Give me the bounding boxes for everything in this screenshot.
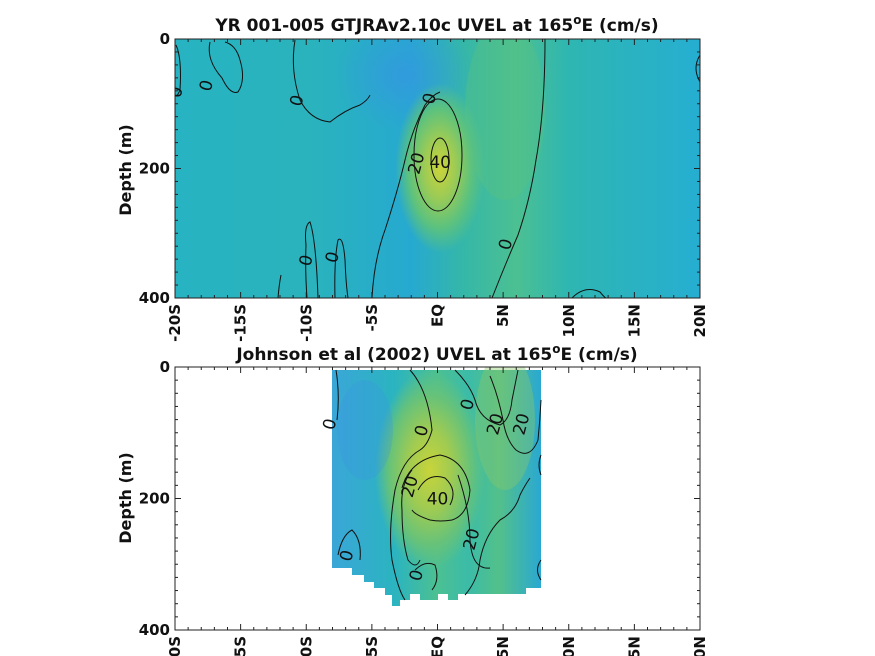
x-tick-label: 15N <box>625 636 643 656</box>
contour-label: 0 <box>411 423 433 439</box>
top-contour-0 <box>371 91 441 298</box>
contour-label: 0 <box>495 237 517 253</box>
bottom-contour-0 <box>414 562 438 591</box>
contour-label: 0 <box>286 93 308 109</box>
bottom-contour-0 <box>390 369 433 601</box>
y-tick-label: 400 <box>139 289 170 307</box>
x-tick-label: 15N <box>625 304 643 337</box>
x-tick-label: -20S <box>166 304 184 342</box>
top-contour-0 <box>334 238 349 298</box>
bottom-contour-0 <box>335 369 339 421</box>
bottom-contour-20 <box>401 454 471 522</box>
top-heatmap: 0 00 020 400 00 <box>175 39 700 298</box>
x-tick-label: -10S <box>297 304 315 342</box>
bottom-contour-0 <box>337 529 361 561</box>
x-tick-label: 10N <box>560 636 578 656</box>
x-tick-label: 20N <box>691 636 709 656</box>
top-contour-0 <box>292 39 371 123</box>
x-tick-label: 5N <box>494 304 512 327</box>
bottom-y-axis-label: Depth (m) <box>116 452 135 544</box>
top-y-axis-label: Depth (m) <box>116 124 135 216</box>
x-tick-label: -5S <box>363 636 381 656</box>
bottom-contour-0 <box>464 477 531 596</box>
contour-label: 0 <box>196 78 218 94</box>
contour-label: 0 <box>319 416 341 432</box>
bottom-contour-0 <box>537 559 542 581</box>
x-tick-label: 10N <box>560 304 578 337</box>
x-tick-label: -15S <box>232 304 250 342</box>
contour-label: 0 <box>296 253 318 269</box>
x-tick-label: 5N <box>494 636 512 656</box>
top-contour-20 <box>413 98 463 212</box>
bottom-contour-20 <box>457 474 491 569</box>
y-tick-label: 200 <box>139 160 170 178</box>
top-eastward-flow-region <box>465 39 545 200</box>
y-tick-label: 0 <box>160 30 170 48</box>
top-contour-0 <box>491 39 546 298</box>
contour-label: 0 <box>419 91 441 107</box>
top-panel: 0 00 020 400 00 -20S -15S -10S -5S EQ 5N 10N 15N 20N… <box>116 13 709 342</box>
contour-label: 40 <box>429 153 451 173</box>
bottom-contour-40 <box>417 476 454 506</box>
x-tick-label: -10S <box>297 636 315 656</box>
x-tick-label: -5S <box>363 304 381 331</box>
x-tick-label: -20S <box>166 636 184 656</box>
bottom-chart-title: Johnson et al (2002) UVEL at 165oE (cm/s… <box>235 342 637 365</box>
contour-label: 0 <box>406 568 428 584</box>
top-x-axis: -20S -15S -10S -5S EQ 5N 10N 15N 20N <box>166 39 709 342</box>
y-tick-label: 400 <box>139 621 170 639</box>
x-tick-label: EQ <box>429 304 447 327</box>
contour-label: 40 <box>427 490 449 510</box>
top-contour-0 <box>277 274 282 298</box>
bottom-contour-0 <box>538 454 542 476</box>
y-tick-label: 200 <box>139 490 170 508</box>
bottom-contour-20 <box>489 375 542 454</box>
x-tick-label: -15S <box>232 636 250 656</box>
top-contour-0 <box>208 41 244 93</box>
x-tick-label: 20N <box>691 304 709 337</box>
x-tick-label: EQ <box>429 636 447 656</box>
bottom-westward-flow-region <box>337 380 393 480</box>
contour-label: 0 <box>457 397 479 413</box>
y-tick-label: 0 <box>160 358 170 376</box>
top-contour-0 <box>305 221 319 298</box>
bottom-contour-0 <box>454 369 519 426</box>
top-contour-0 <box>175 44 181 97</box>
top-contour-0 <box>571 289 607 298</box>
top-contour-0 <box>695 54 700 83</box>
top-chart-title: YR 001-005 GTJRAv2.10c UVEL at 165oE (cm… <box>214 13 658 36</box>
contour-label: 0 <box>336 548 358 564</box>
bottom-x-axis: -20S -15S -10S -5S EQ 5N 10N 15N 20N <box>166 367 709 656</box>
top-contour-40 <box>430 137 450 183</box>
contour-label: 0 <box>322 250 344 266</box>
bottom-contour-20 <box>401 469 421 566</box>
